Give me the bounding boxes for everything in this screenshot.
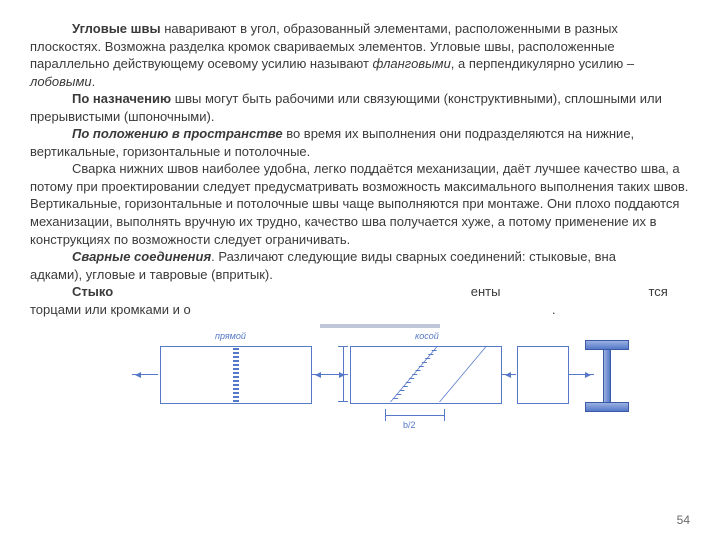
term-by-position: По положению в пространстве	[72, 126, 283, 141]
dim-height	[338, 346, 348, 402]
seam-oblique	[390, 346, 440, 402]
term-butt: Стыко	[72, 284, 113, 299]
ibeam-web	[603, 349, 611, 403]
term-by-purpose: По назначению	[72, 91, 171, 106]
label-oblique: косой	[415, 330, 439, 342]
term-fillet-welds: Угловые швы	[72, 21, 161, 36]
paragraph-3: параллельно действующему осевому усилию …	[30, 55, 690, 90]
plate-right	[517, 346, 569, 404]
ibeam-bottom-flange	[585, 402, 629, 412]
page-container: Угловые швы наваривают в угол, образован…	[0, 0, 720, 540]
diagram-top-bar	[320, 324, 440, 328]
text-3e: .	[92, 74, 96, 89]
term-flank: фланговыми	[373, 56, 451, 71]
dim-width-label: b/2	[403, 419, 416, 431]
paragraph-4: По назначению швы могут быть рабочими ил…	[30, 90, 690, 125]
term-welded-joints: Сварные соединения	[72, 249, 211, 264]
ibeam-section	[585, 340, 629, 412]
arrow-left-1	[132, 374, 158, 375]
label-straight: прямой	[215, 330, 246, 342]
page-number: 54	[677, 512, 690, 528]
paragraph-2: плоскостях. Возможна разделка кромок сва…	[30, 38, 690, 56]
seam-straight	[233, 346, 239, 402]
paragraph-8: Сварные соединения. Различают следующие …	[30, 248, 690, 283]
arrow-right-in	[502, 374, 516, 375]
term-frontal: лобовыми	[30, 74, 92, 89]
text-9b: енты тся торцами или кромками и о .	[30, 284, 671, 317]
paragraph-1: Угловые швы наваривают в угол, образован…	[30, 20, 690, 38]
paragraph-5: По положению в пространстве во время их …	[30, 125, 690, 143]
text-1b: наваривают в угол, образованный элемента…	[161, 21, 618, 36]
paragraph-6: вертикальные, горизонтальные и потолочны…	[30, 143, 690, 161]
weld-diagram: прямой косой b/2	[160, 324, 600, 434]
text-3c: , а перпендикулярно усилию –	[451, 56, 638, 71]
paragraph-9: Стыко енты тся торцами или кромками и о	[30, 283, 690, 318]
text-5b: во время их выполнения они подразделяютс…	[283, 126, 635, 141]
paragraph-7: Сварка нижних швов наиболее удобна, легк…	[30, 160, 690, 248]
text-3a: параллельно действующему осевому усилию …	[30, 56, 373, 71]
